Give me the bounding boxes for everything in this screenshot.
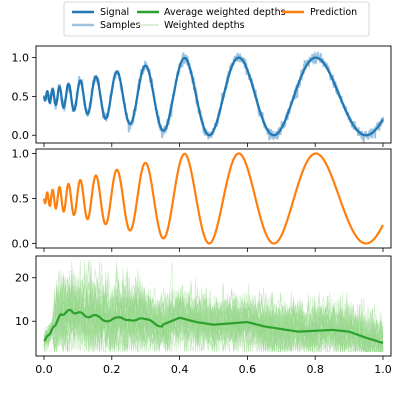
signal-panel: 0.0 0.5 1.0 [12,45,392,252]
x-tick-label: 0.6 [239,363,257,376]
x-tick-label: 0.0 [35,363,53,376]
legend-entry-weighted-depths: Weighted depths [137,20,245,31]
legend-entry-average-weighted-depths: Average weighted depths [137,7,286,18]
weighted-depth-line [43,283,384,353]
legend-label: Average weighted depths [164,7,286,18]
x-tick-label: 0.2 [103,363,121,376]
weighted-depth-line [43,260,384,353]
weighted-depth-line [43,271,384,352]
x-tick-label: 0.4 [171,363,189,376]
y-tick-label: 0.5 [12,193,30,206]
legend-label: Samples [100,20,141,31]
weighted-depth-line [43,267,384,352]
y-tick-label: 20 [15,272,29,285]
weighted-depth-line [43,260,384,353]
weighted-depth-line [43,279,384,353]
signal-axes-frame [35,45,392,144]
weighted-depth-line [43,287,384,352]
weighted-depth-line [43,284,384,352]
weighted-depth-line [43,260,384,353]
y-tick-label: 10 [15,315,29,328]
y-tick-label: 1.0 [12,52,30,65]
depths-panel: 10 20 0.0 0.2 0.4 0.6 0.8 1.0 [15,255,392,376]
y-tick-label: 0.0 [12,238,30,251]
weighted-depth-line [43,286,384,353]
depths-axes-frame [35,255,392,357]
weighted-depth-line [43,275,384,353]
weighted-depth-line [43,271,384,353]
weighted-depth-line [43,260,384,352]
signal-y-ticks: 0.0 0.5 1.0 [12,52,384,252]
prediction-line [42,152,384,245]
x-axis-ticks: 0.0 0.2 0.4 0.6 0.8 1.0 [35,356,392,376]
weighted-depth-line [43,268,384,353]
weighted-depth-line [43,261,384,353]
y-tick-label: 0.0 [12,129,30,142]
weighted-depth-line [43,267,384,352]
weighted-depth-line [43,260,384,353]
weighted-depth-line [43,260,384,353]
weighted-depth-line [43,270,384,353]
legend-entry-signal: Signal [72,7,129,18]
weighted-depth-line [43,273,384,353]
legend: Signal Samples Average weighted depths W… [63,1,370,37]
weighted-depths-series [43,260,384,353]
weighted-depth-line [43,287,384,353]
weighted-depth-line [43,288,384,352]
weighted-depth-line [43,279,384,353]
average-weighted-depths-line [43,308,384,345]
weighted-depth-line [43,270,384,353]
legend-entry-prediction: Prediction [282,7,357,18]
weighted-depth-line [43,284,384,353]
weighted-depth-line [43,272,384,352]
weighted-depth-line [43,271,383,352]
prediction-panel: 0.0 0.5 1.0 [12,148,392,251]
weighted-depth-line [43,280,384,353]
prediction-y-ticks: 0.0 0.5 1.0 [12,148,36,251]
legend-label: Signal [100,7,129,18]
weighted-depth-line [43,286,384,353]
weighted-depth-line [43,275,384,353]
legend-entry-samples: Samples [72,20,141,31]
signal-line [42,56,384,137]
legend-label: Weighted depths [164,20,245,31]
depths-y-ticks: 10 20 [15,272,36,328]
x-tick-label: 0.8 [306,363,324,376]
y-tick-label: 1.0 [12,148,30,161]
weighted-depth-line [43,260,384,352]
weighted-depth-line [43,285,384,353]
weighted-depth-line [43,268,384,352]
x-tick-label: 1.0 [374,363,392,376]
legend-label: Prediction [310,7,357,18]
weighted-depth-line [43,268,384,353]
weighted-depth-line [43,275,384,353]
weighted-depth-line [43,291,384,353]
y-tick-label: 0.5 [12,90,30,103]
weighted-depth-line [43,272,384,352]
prediction-axes-frame [35,148,392,249]
